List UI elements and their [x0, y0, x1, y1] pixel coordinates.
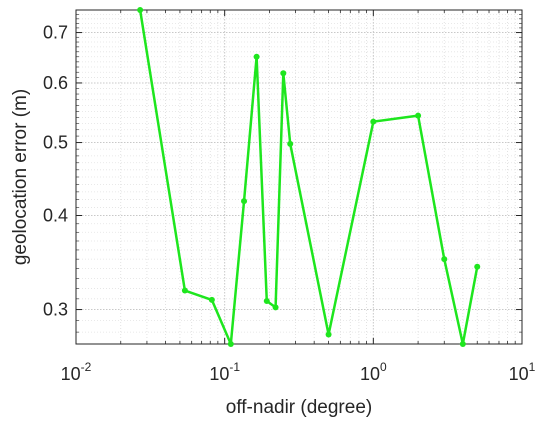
- data-point: [263, 297, 270, 304]
- x-tick-label: 101: [509, 360, 536, 384]
- data-point: [415, 112, 422, 119]
- y-tick-labels: 0.3 0.4 0.5 0.6 0.7: [43, 23, 68, 320]
- series-line: [138, 9, 479, 346]
- data-point: [370, 118, 377, 125]
- y-axis-title: geolocation error (m): [10, 89, 31, 265]
- y-tick-label: 0.7: [43, 23, 68, 43]
- y-tick-label: 0.3: [43, 300, 68, 320]
- data-point: [287, 140, 294, 147]
- major-grid: [75, 10, 523, 344]
- y-tick-label: 0.4: [43, 206, 68, 226]
- y-tick-label: 0.6: [43, 73, 68, 93]
- minor-grid: [76, 10, 522, 344]
- y-tick-label: 0.5: [43, 133, 68, 153]
- data-point: [253, 53, 260, 60]
- x-tick-labels: 10-2 10-1 100 101: [61, 360, 536, 384]
- x-tick-label: 10-2: [61, 360, 92, 384]
- data-point: [280, 70, 287, 77]
- data-point: [441, 256, 448, 263]
- series-layer: [137, 7, 481, 347]
- axis-ticks: [75, 10, 523, 344]
- data-point: [474, 263, 481, 270]
- data-point: [208, 296, 215, 303]
- data-point: [272, 304, 279, 311]
- x-axis-title: off-nadir (degree): [226, 397, 372, 418]
- data-point: [325, 331, 332, 338]
- data-point: [459, 341, 466, 347]
- data-point: [137, 7, 144, 13]
- data-point: [181, 287, 188, 294]
- x-tick-label: 100: [360, 360, 387, 384]
- x-tick-label: 10-1: [209, 360, 240, 384]
- data-point: [241, 198, 248, 205]
- data-point: [227, 341, 234, 347]
